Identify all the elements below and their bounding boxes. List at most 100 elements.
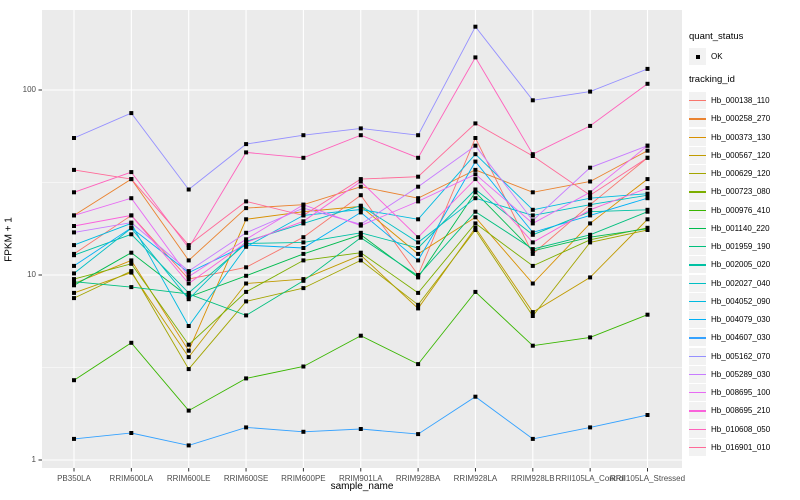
legend-item-label: Hb_008695_210 [711, 406, 771, 416]
data-point-Hb_004079_030 [244, 243, 249, 248]
data-point-Hb_000976_410 [244, 376, 249, 381]
data-point-Hb_005289_030 [588, 165, 593, 170]
data-point-Hb_008695_100 [588, 190, 593, 195]
legend-key-box [689, 311, 706, 328]
data-point-Hb_000976_410 [645, 312, 650, 317]
data-point-Hb_004079_030 [588, 213, 593, 218]
data-point-Hb_000629_120 [244, 299, 249, 304]
legend-key-box [689, 201, 706, 219]
legend-color-line-icon [689, 264, 706, 266]
legend-key-box [689, 256, 706, 274]
legend-item-label: Hb_008695_100 [711, 388, 771, 397]
data-point-Hb_000723_080 [186, 342, 191, 347]
data-point-Hb_000567_120 [416, 306, 421, 311]
legend-key-box [689, 438, 706, 456]
data-point-Hb_008695_210 [301, 219, 306, 224]
legend-title-tracking-id: tracking_id [689, 74, 735, 85]
legend-key-box [689, 365, 706, 383]
data-point-Hb_010608_050 [301, 155, 306, 160]
data-point-Hb_001140_220 [301, 251, 306, 256]
data-point-Hb_016901_010 [186, 243, 191, 248]
data-point-Hb_016901_010 [358, 177, 363, 182]
data-point-Hb_002005_020 [645, 207, 650, 212]
legend-color-line-icon [689, 392, 706, 394]
data-point-Hb_000258_270 [186, 258, 191, 263]
legend-item-label: Hb_005162_070 [711, 351, 771, 361]
legend-key-box [689, 183, 706, 201]
legend-item-label: Hb_010608_050 [711, 424, 771, 434]
data-point-Hb_000567_120 [186, 355, 191, 360]
data-point-Hb_004052_090 [358, 207, 363, 212]
legend-color-line-icon [689, 136, 706, 138]
legend-color-line-icon [689, 118, 706, 120]
data-point-Hb_008695_100 [301, 202, 306, 207]
legend-key-box [689, 292, 706, 310]
x-tick-label-PB350LA: PB350LA [57, 474, 91, 483]
legend-color-line-icon [689, 191, 706, 193]
data-point-Hb_005162_070 [301, 133, 306, 138]
data-point-Hb_010608_050 [72, 190, 76, 195]
legend-key-box [689, 384, 706, 401]
data-point-Hb_004607_030 [186, 443, 191, 448]
data-point-Hb_000567_120 [244, 281, 249, 286]
data-point-Hb_000629_120 [72, 296, 76, 301]
data-point-Hb_005162_070 [129, 111, 134, 116]
y-tick-label-10: 10 [27, 270, 36, 279]
data-point-Hb_004079_030 [645, 196, 650, 201]
data-point-Hb_004607_030 [530, 436, 535, 441]
data-point-Hb_005162_070 [645, 66, 650, 71]
legend-color-line-icon [689, 154, 706, 157]
data-point-Hb_008695_210 [473, 177, 478, 182]
data-point-Hb_005289_030 [72, 230, 76, 235]
data-point-Hb_008695_100 [244, 237, 249, 242]
data-point-Hb_008695_210 [72, 224, 76, 228]
data-point-Hb_005289_030 [301, 206, 306, 211]
data-point-Hb_010608_050 [186, 246, 191, 250]
data-point-Hb_004052_090 [473, 152, 478, 157]
data-point-Hb_005289_030 [129, 220, 134, 225]
data-point-Hb_002027_040 [186, 297, 191, 302]
data-point-Hb_005289_030 [244, 230, 249, 235]
data-point-Hb_000723_080 [473, 221, 478, 226]
data-point-Hb_001959_190 [473, 209, 478, 214]
data-point-Hb_000567_120 [358, 253, 363, 258]
data-point-Hb_000976_410 [473, 289, 478, 294]
legend-color-line-icon [689, 209, 706, 211]
data-point-Hb_001140_220 [244, 273, 249, 278]
data-point-Hb_000258_270 [645, 148, 650, 153]
data-point-Hb_008695_210 [244, 240, 249, 245]
legend-color-line-icon [689, 227, 706, 230]
data-point-Hb_005162_070 [416, 133, 421, 138]
data-point-Hb_008695_210 [416, 235, 421, 240]
data-point-Hb_001959_190 [72, 279, 76, 284]
data-point-Hb_001140_220 [645, 226, 650, 231]
data-point-Hb_004052_090 [588, 196, 593, 201]
data-point-Hb_000373_130 [645, 177, 650, 182]
data-point-Hb_001959_190 [301, 278, 306, 283]
data-point-Hb_002005_020 [186, 290, 191, 295]
data-point-Hb_000629_120 [416, 302, 421, 307]
legend-key-box [689, 165, 706, 182]
data-point-Hb_004079_030 [358, 210, 363, 215]
legend-item-label: Hb_005289_030 [711, 369, 771, 379]
legend-item-label: Hb_000976_410 [711, 205, 771, 215]
y-axis-title: FPKM + 1 [3, 217, 15, 262]
legend-key-box [689, 329, 706, 347]
y-tick-label-1: 1 [31, 455, 36, 464]
data-point-Hb_000373_130 [301, 209, 306, 214]
legend-item-label: Hb_001140_220 [711, 223, 770, 233]
x-tick-label-RRIM600LA: RRIM600LA [109, 474, 154, 483]
x-tick-label-RRII105LA_Control: RRII105LA_Control [555, 474, 625, 483]
data-point-Hb_000723_080 [416, 290, 421, 295]
legend-key-box [689, 238, 706, 255]
data-point-Hb_000258_270 [588, 179, 593, 184]
data-point-Hb_004079_030 [416, 258, 421, 263]
data-point-Hb_000723_080 [72, 277, 76, 282]
legend-key-box [689, 92, 706, 109]
data-point-Hb_016901_010 [473, 121, 478, 126]
data-point-Hb_001959_190 [244, 313, 249, 318]
legend-item-label: Hb_002005_020 [711, 260, 771, 270]
data-point-Hb_010608_050 [645, 81, 650, 86]
